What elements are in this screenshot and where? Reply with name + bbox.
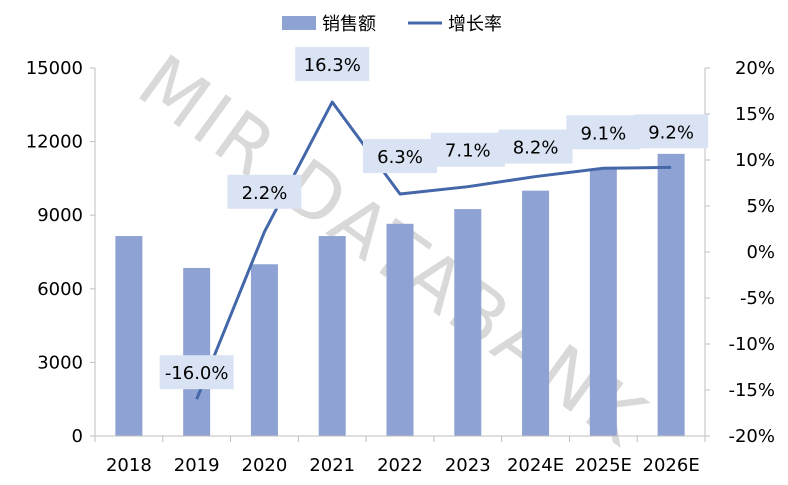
y2-tick-label: 5%: [746, 196, 775, 217]
legend-swatch-bar: [282, 16, 316, 30]
data-label-text: 2.2%: [242, 183, 288, 204]
bar-2018: [115, 236, 143, 436]
line-series: [195, 100, 672, 400]
data-label-2019: -16.0%: [159, 355, 234, 390]
y-tick-label: 12000: [26, 132, 83, 153]
data-label-2023: 7.1%: [430, 132, 505, 167]
x-tick-label: 2025E: [575, 455, 632, 476]
legend-label-line: 增长率: [448, 14, 502, 35]
data-label-box: [159, 355, 234, 390]
bar-2023: [454, 209, 482, 436]
x-tick-label: 2022: [377, 455, 423, 476]
bar-2019: [183, 267, 211, 436]
y2-tick-label: -10%: [728, 334, 775, 355]
data-label-2024E: 8.2%: [498, 129, 573, 164]
legend: 销售额 增长率: [282, 14, 502, 35]
data-label-box: [295, 47, 370, 82]
y-tick-label: 9000: [37, 205, 83, 226]
data-label-box: [363, 139, 437, 174]
data-label-box: [227, 174, 302, 209]
data-label-text: 9.1%: [580, 123, 626, 144]
data-labels: -16.0% 2.2% 16.3% 6.3% 7.1% 8.2% 9.1% 9.2%: [159, 47, 709, 390]
y2-tick-label: -15%: [728, 380, 775, 401]
bar-2024E: [522, 190, 550, 436]
data-label-text: 7.1%: [445, 141, 491, 162]
y2-tick-label: 0%: [746, 242, 775, 263]
x-tick-label: 2021: [309, 455, 355, 476]
y-tick-label: 0: [72, 426, 83, 447]
data-label-box: [566, 115, 641, 150]
bar-2020: [250, 264, 278, 436]
x-tick-label: 2024E: [507, 455, 564, 476]
data-label-text: -16.0%: [165, 363, 229, 384]
data-label-text: 6.3%: [377, 147, 423, 168]
x-tick-label: 2026E: [643, 455, 700, 476]
data-label-box: [634, 114, 709, 149]
bar-series: [115, 153, 685, 436]
data-label-text: 8.2%: [513, 138, 559, 159]
bar-2021: [318, 236, 346, 436]
x-tick-label: 2019: [174, 455, 220, 476]
y-tick-label: 15000: [26, 58, 83, 79]
y-tick-label: 3000: [37, 352, 83, 373]
x-tick-label: 2023: [445, 455, 491, 476]
data-label-text: 16.3%: [304, 55, 361, 76]
y2-tick-label: -20%: [728, 426, 775, 447]
x-tick-label: 2020: [242, 455, 288, 476]
bar-2022: [386, 223, 414, 436]
y2-tick-label: 10%: [735, 150, 775, 171]
x-tick-label: 2018: [106, 455, 152, 476]
data-label-2025E: 9.1%: [566, 115, 641, 150]
bar-2026E: [657, 153, 685, 436]
data-label-2022: 6.3%: [363, 139, 437, 174]
legend-label-bar: 销售额: [322, 14, 376, 35]
axes: 0 3000 6000 9000 12000 15000 -20% -15% -10% -5% 0%…: [26, 58, 775, 476]
y2-tick-label: 20%: [735, 58, 775, 79]
data-label-box: [498, 129, 573, 164]
data-label-box: [430, 132, 505, 167]
y-tick-label: 6000: [37, 279, 83, 300]
bar-2025E: [589, 168, 617, 436]
data-label-2026E: 9.2%: [634, 114, 709, 149]
data-label-2021: 16.3%: [295, 47, 370, 82]
y2-tick-label: -5%: [740, 288, 775, 309]
data-label-text: 9.2%: [648, 122, 694, 143]
growth-rate-line: [195, 100, 672, 400]
y2-tick-label: 15%: [735, 104, 775, 125]
data-label-2020: 2.2%: [227, 174, 302, 209]
